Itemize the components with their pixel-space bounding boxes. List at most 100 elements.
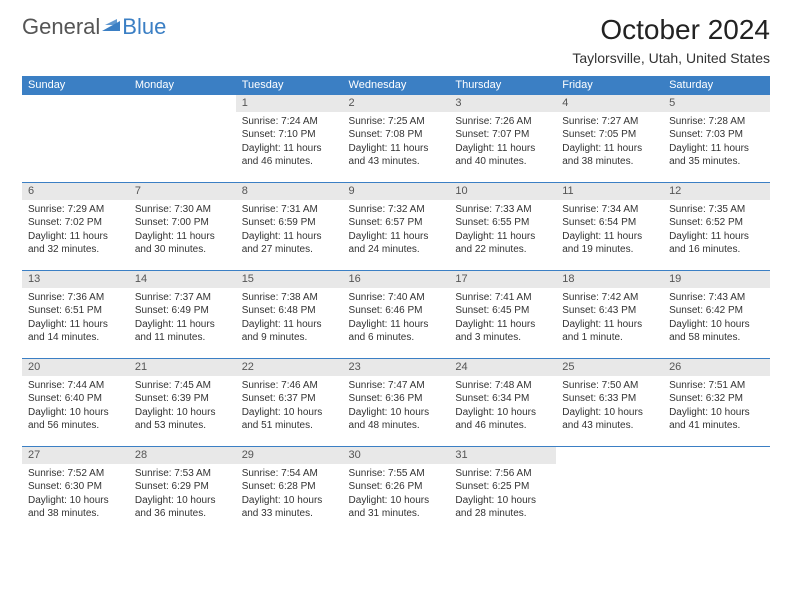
calendar-day-cell: 2Sunrise: 7:25 AMSunset: 7:08 PMDaylight…: [343, 95, 450, 183]
day-number: 21: [129, 359, 236, 376]
calendar-day-cell: 18Sunrise: 7:42 AMSunset: 6:43 PMDayligh…: [556, 271, 663, 359]
calendar-day-cell: 27Sunrise: 7:52 AMSunset: 6:30 PMDayligh…: [22, 447, 129, 535]
day-daylight1: Daylight: 11 hours: [242, 318, 337, 332]
day-sunset: Sunset: 6:57 PM: [349, 216, 444, 230]
calendar-day-cell: 28Sunrise: 7:53 AMSunset: 6:29 PMDayligh…: [129, 447, 236, 535]
day-sunrise: Sunrise: 7:24 AM: [242, 115, 337, 129]
day-sunrise: Sunrise: 7:28 AM: [669, 115, 764, 129]
day-daylight2: and 3 minutes.: [455, 331, 550, 345]
day-sunset: Sunset: 6:30 PM: [28, 480, 123, 494]
calendar-day-cell: 25Sunrise: 7:50 AMSunset: 6:33 PMDayligh…: [556, 359, 663, 447]
weekday-header: Thursday: [449, 76, 556, 95]
day-number: 16: [343, 271, 450, 288]
calendar-day-cell: 20Sunrise: 7:44 AMSunset: 6:40 PMDayligh…: [22, 359, 129, 447]
day-daylight1: Daylight: 11 hours: [455, 142, 550, 156]
weekday-header: Wednesday: [343, 76, 450, 95]
day-daylight2: and 16 minutes.: [669, 243, 764, 257]
day-daylight2: and 14 minutes.: [28, 331, 123, 345]
day-daylight2: and 40 minutes.: [455, 155, 550, 169]
day-sunrise: Sunrise: 7:44 AM: [28, 379, 123, 393]
day-sunrise: Sunrise: 7:31 AM: [242, 203, 337, 217]
day-sunrise: Sunrise: 7:37 AM: [135, 291, 230, 305]
day-daylight2: and 46 minutes.: [242, 155, 337, 169]
day-number: 18: [556, 271, 663, 288]
calendar-day-cell: 12Sunrise: 7:35 AMSunset: 6:52 PMDayligh…: [663, 183, 770, 271]
day-daylight2: and 1 minute.: [562, 331, 657, 345]
day-number: 9: [343, 183, 450, 200]
day-sunset: Sunset: 7:05 PM: [562, 128, 657, 142]
weekday-header: Monday: [129, 76, 236, 95]
weekday-header-row: Sunday Monday Tuesday Wednesday Thursday…: [22, 76, 770, 95]
day-sunset: Sunset: 6:55 PM: [455, 216, 550, 230]
day-sunset: Sunset: 6:25 PM: [455, 480, 550, 494]
day-sunset: Sunset: 6:28 PM: [242, 480, 337, 494]
day-sunset: Sunset: 6:59 PM: [242, 216, 337, 230]
calendar-table: Sunday Monday Tuesday Wednesday Thursday…: [22, 76, 770, 535]
day-sunset: Sunset: 6:42 PM: [669, 304, 764, 318]
day-daylight1: Daylight: 11 hours: [135, 318, 230, 332]
calendar-day-cell: 19Sunrise: 7:43 AMSunset: 6:42 PMDayligh…: [663, 271, 770, 359]
day-sunset: Sunset: 7:08 PM: [349, 128, 444, 142]
calendar-week-row: 20Sunrise: 7:44 AMSunset: 6:40 PMDayligh…: [22, 359, 770, 447]
calendar-day-cell: 3Sunrise: 7:26 AMSunset: 7:07 PMDaylight…: [449, 95, 556, 183]
day-number: 31: [449, 447, 556, 464]
day-sunrise: Sunrise: 7:35 AM: [669, 203, 764, 217]
day-daylight2: and 43 minutes.: [562, 419, 657, 433]
day-daylight1: Daylight: 11 hours: [242, 142, 337, 156]
calendar-day-cell: 31Sunrise: 7:56 AMSunset: 6:25 PMDayligh…: [449, 447, 556, 535]
day-daylight2: and 56 minutes.: [28, 419, 123, 433]
day-sunrise: Sunrise: 7:36 AM: [28, 291, 123, 305]
day-daylight1: Daylight: 11 hours: [562, 318, 657, 332]
day-daylight1: Daylight: 11 hours: [349, 318, 444, 332]
title-block: October 2024 Taylorsville, Utah, United …: [572, 14, 770, 66]
day-number: 29: [236, 447, 343, 464]
day-daylight2: and 11 minutes.: [135, 331, 230, 345]
day-number: 15: [236, 271, 343, 288]
day-daylight2: and 51 minutes.: [242, 419, 337, 433]
calendar-week-row: 13Sunrise: 7:36 AMSunset: 6:51 PMDayligh…: [22, 271, 770, 359]
day-number: 11: [556, 183, 663, 200]
day-sunset: Sunset: 6:34 PM: [455, 392, 550, 406]
logo: General Blue: [22, 14, 166, 40]
day-sunrise: Sunrise: 7:26 AM: [455, 115, 550, 129]
day-sunrise: Sunrise: 7:30 AM: [135, 203, 230, 217]
day-daylight2: and 9 minutes.: [242, 331, 337, 345]
day-sunset: Sunset: 6:52 PM: [669, 216, 764, 230]
day-daylight1: Daylight: 10 hours: [349, 406, 444, 420]
day-daylight1: Daylight: 11 hours: [455, 318, 550, 332]
day-daylight1: Daylight: 10 hours: [28, 406, 123, 420]
day-daylight2: and 35 minutes.: [669, 155, 764, 169]
day-daylight1: Daylight: 11 hours: [349, 142, 444, 156]
day-sunset: Sunset: 6:40 PM: [28, 392, 123, 406]
day-sunrise: Sunrise: 7:25 AM: [349, 115, 444, 129]
page-header: General Blue October 2024 Taylorsville, …: [22, 14, 770, 66]
day-daylight1: Daylight: 10 hours: [135, 406, 230, 420]
day-number: 5: [663, 95, 770, 112]
day-number: 25: [556, 359, 663, 376]
calendar-week-row: 6Sunrise: 7:29 AMSunset: 7:02 PMDaylight…: [22, 183, 770, 271]
day-sunset: Sunset: 6:46 PM: [349, 304, 444, 318]
day-daylight1: Daylight: 10 hours: [349, 494, 444, 508]
day-sunrise: Sunrise: 7:38 AM: [242, 291, 337, 305]
day-number: 17: [449, 271, 556, 288]
day-daylight2: and 58 minutes.: [669, 331, 764, 345]
calendar-day-cell: [663, 447, 770, 535]
calendar-day-cell: [556, 447, 663, 535]
day-sunset: Sunset: 6:45 PM: [455, 304, 550, 318]
day-daylight1: Daylight: 10 hours: [28, 494, 123, 508]
day-daylight1: Daylight: 10 hours: [669, 318, 764, 332]
day-number: 23: [343, 359, 450, 376]
day-sunrise: Sunrise: 7:54 AM: [242, 467, 337, 481]
day-sunset: Sunset: 6:54 PM: [562, 216, 657, 230]
day-sunrise: Sunrise: 7:46 AM: [242, 379, 337, 393]
calendar-day-cell: 17Sunrise: 7:41 AMSunset: 6:45 PMDayligh…: [449, 271, 556, 359]
location-text: Taylorsville, Utah, United States: [572, 50, 770, 66]
day-sunrise: Sunrise: 7:47 AM: [349, 379, 444, 393]
day-daylight2: and 38 minutes.: [562, 155, 657, 169]
day-number: 8: [236, 183, 343, 200]
day-sunset: Sunset: 6:37 PM: [242, 392, 337, 406]
day-sunset: Sunset: 6:43 PM: [562, 304, 657, 318]
day-sunrise: Sunrise: 7:45 AM: [135, 379, 230, 393]
day-sunset: Sunset: 6:29 PM: [135, 480, 230, 494]
calendar-day-cell: 23Sunrise: 7:47 AMSunset: 6:36 PMDayligh…: [343, 359, 450, 447]
